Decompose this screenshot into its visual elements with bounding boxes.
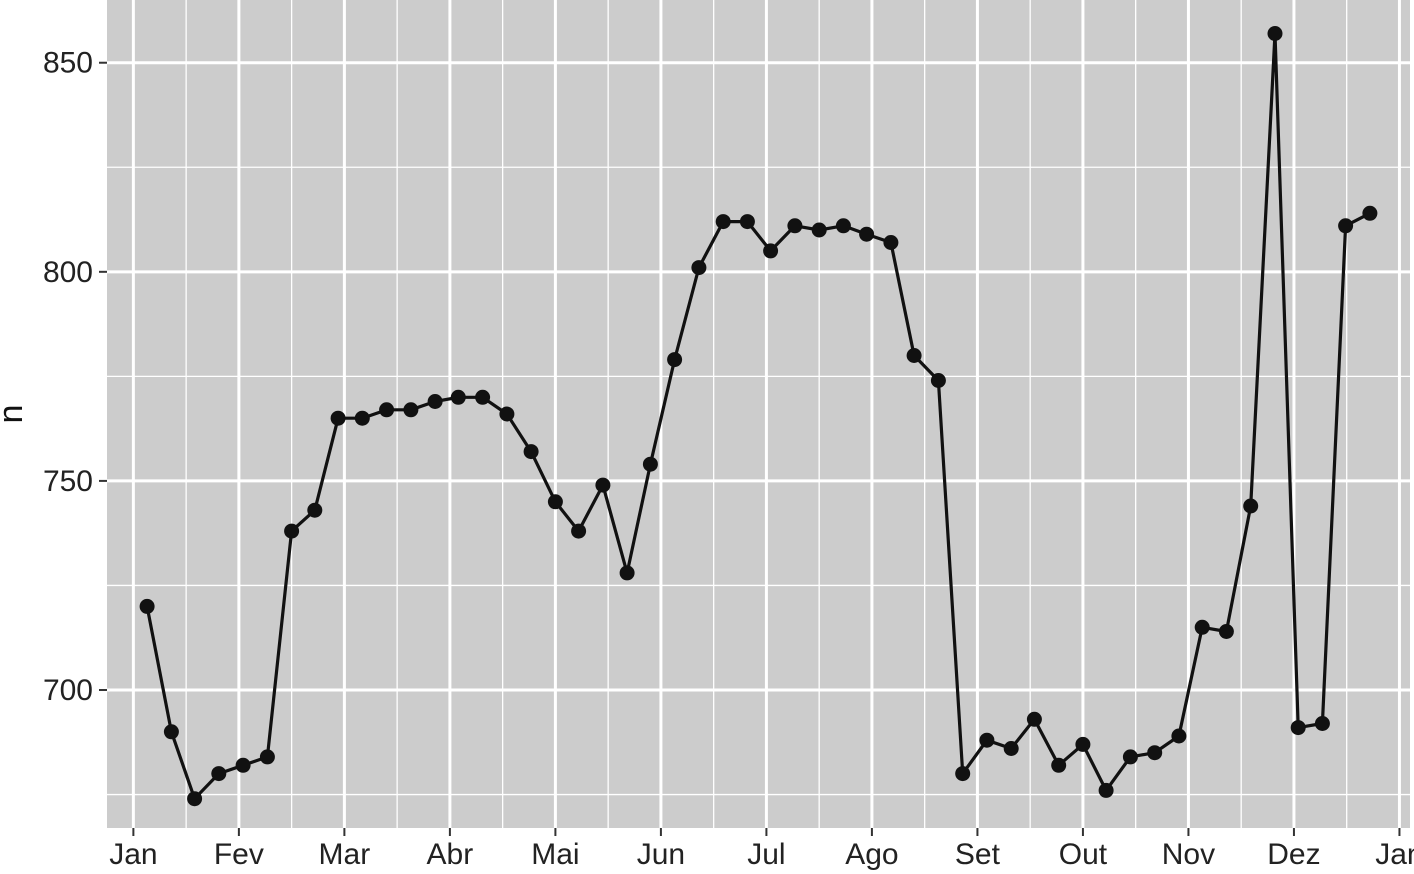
major-gridlines <box>107 0 1410 828</box>
data-point <box>354 410 370 426</box>
data-point <box>835 218 851 234</box>
axis-ticks <box>99 61 1401 836</box>
series-layer <box>139 26 1378 807</box>
data-point <box>642 456 658 472</box>
data-point <box>930 373 946 388</box>
data-point <box>906 348 922 363</box>
x-tick-label: Mai <box>531 838 579 871</box>
data-point <box>403 402 419 418</box>
data-point <box>1098 782 1114 798</box>
y-axis-tick-labels: 700 750 800 850 <box>43 47 93 707</box>
data-point <box>187 791 203 807</box>
data-point <box>787 218 803 234</box>
data-point <box>284 523 300 539</box>
data-point <box>1075 736 1091 752</box>
data-point <box>259 749 275 765</box>
x-tick-label: Jul <box>747 838 785 871</box>
data-point <box>955 766 971 782</box>
data-point <box>547 494 563 510</box>
data-point <box>1338 218 1354 234</box>
x-tick-label: Jan <box>1375 838 1414 871</box>
data-point <box>1171 728 1187 744</box>
data-point <box>883 235 899 250</box>
y-axis-title: n <box>0 405 30 424</box>
y-tick-label: 750 <box>43 465 93 498</box>
data-point <box>715 214 731 230</box>
data-point <box>1194 619 1210 635</box>
y-tick-label: 850 <box>43 47 93 80</box>
data-point <box>571 523 587 539</box>
data-point <box>163 724 179 740</box>
data-point <box>139 598 155 614</box>
data-point <box>379 402 395 418</box>
x-tick-label: Jan <box>109 838 157 871</box>
data-point <box>1290 720 1306 736</box>
data-point <box>691 260 707 276</box>
data-point <box>619 565 635 581</box>
series-line <box>145 31 1371 801</box>
data-point <box>1122 749 1138 765</box>
y-tick-label: 700 <box>43 674 93 707</box>
x-tick-label: Nov <box>1162 838 1215 871</box>
x-tick-label: Jun <box>637 838 685 871</box>
data-point <box>739 214 755 230</box>
x-tick-label: Out <box>1059 838 1108 871</box>
data-point <box>1362 205 1378 221</box>
x-tick-label: Abr <box>427 838 474 871</box>
data-point <box>1147 745 1163 761</box>
x-tick-label: Set <box>955 838 1001 871</box>
data-point <box>523 444 539 460</box>
data-point <box>427 394 443 409</box>
x-tick-label: Mar <box>319 838 371 871</box>
plot-panel <box>107 0 1410 828</box>
data-point <box>475 389 491 405</box>
data-point <box>1314 716 1330 731</box>
data-point <box>1267 26 1283 41</box>
data-point <box>859 226 875 242</box>
data-point <box>763 243 779 259</box>
data-point <box>595 477 611 493</box>
data-point <box>979 732 995 748</box>
x-axis-tick-labels: Jan Fev Mar Abr Mai Jun Jul Ago Set Out Nov Dez Jan <box>109 838 1414 871</box>
data-point <box>1243 498 1259 514</box>
data-point <box>211 766 227 782</box>
y-tick-label: 800 <box>43 256 93 289</box>
data-point <box>1218 624 1234 639</box>
data-point <box>307 502 323 518</box>
x-tick-label: Dez <box>1267 838 1320 871</box>
data-point <box>667 352 683 368</box>
data-point <box>499 406 515 422</box>
x-tick-label: Fev <box>214 838 264 871</box>
data-point <box>1051 757 1067 773</box>
data-point <box>811 222 827 238</box>
data-point <box>330 410 346 426</box>
data-point <box>1003 741 1019 756</box>
x-tick-label: Ago <box>845 838 898 871</box>
data-point <box>450 389 466 405</box>
data-point <box>1026 711 1042 727</box>
data-point <box>235 757 251 773</box>
